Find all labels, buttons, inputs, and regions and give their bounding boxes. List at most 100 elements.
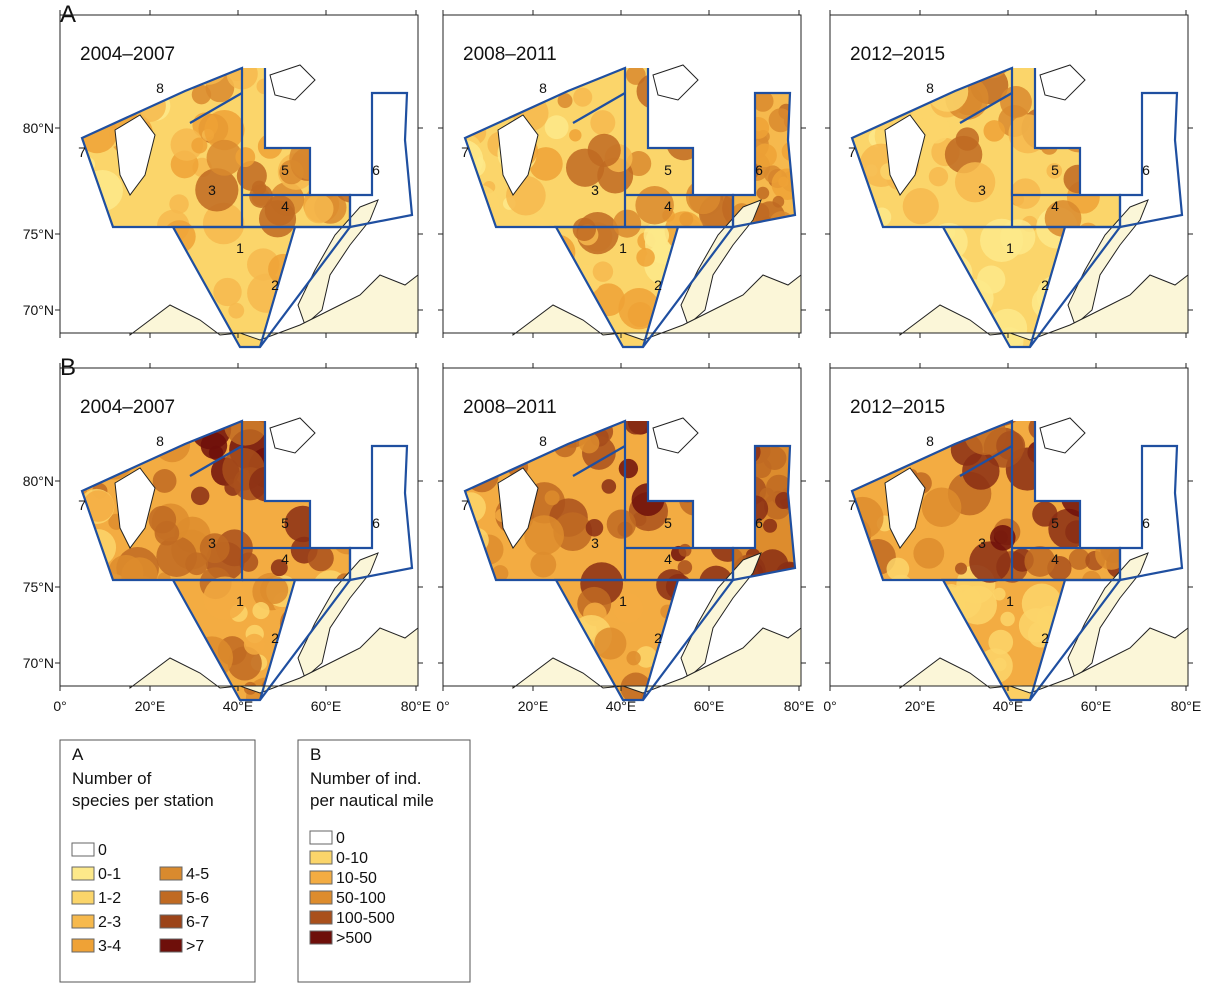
map-title: 2004–2007 xyxy=(80,44,175,65)
heat-layer xyxy=(733,93,795,227)
heat-blob xyxy=(326,486,350,512)
map-frame xyxy=(442,14,802,334)
heat-blob xyxy=(520,215,549,245)
land-islands xyxy=(1039,64,1086,101)
region-number: 2 xyxy=(654,277,662,293)
region-number: 3 xyxy=(208,535,216,551)
heat-blob xyxy=(765,32,785,52)
region-number: 6 xyxy=(1142,515,1150,531)
heat-blob xyxy=(124,629,142,646)
heat-blob xyxy=(864,275,905,316)
heat-blob xyxy=(756,549,789,580)
heat-blob xyxy=(82,214,92,246)
heat-blob xyxy=(852,246,869,291)
heat-blob xyxy=(1131,142,1168,179)
map-panel: 1 2 3 4 5 6 7 8 2004–2007 80°N 75°N 70°N 0° 20°E 40°E 6… xyxy=(23,363,431,714)
region-border xyxy=(959,445,1013,477)
legend-item-label: 6-7 xyxy=(186,914,209,931)
region-number: 6 xyxy=(755,515,763,531)
region-number: 2 xyxy=(654,630,662,646)
heat-blob xyxy=(1149,148,1172,171)
heat-blob xyxy=(821,592,846,617)
heat-blob xyxy=(717,477,733,498)
heat-blob xyxy=(678,543,692,557)
heat-blob xyxy=(852,678,876,700)
heat-blob xyxy=(852,639,874,678)
lon-label: 40°E xyxy=(993,698,1024,714)
heat-blob xyxy=(367,438,407,478)
heat-blob xyxy=(249,466,284,502)
region-border xyxy=(1118,444,1184,582)
heat-blob xyxy=(483,596,496,610)
heat-blob xyxy=(1103,138,1120,156)
region-number: 4 xyxy=(1051,551,1059,567)
heat-blob xyxy=(485,255,514,285)
heat-blob xyxy=(257,134,283,159)
heat-blob xyxy=(852,421,884,458)
heat-blob xyxy=(243,633,265,655)
heat-blob xyxy=(90,450,112,473)
map-frame xyxy=(59,367,419,687)
heat-blob xyxy=(433,90,459,116)
heat-blob xyxy=(768,108,793,133)
heat-blob xyxy=(1018,608,1054,643)
heat-blob xyxy=(284,505,322,543)
legend-item-label: 0-1 xyxy=(98,866,121,883)
region-border xyxy=(1033,421,1082,548)
heat-blob xyxy=(316,150,350,187)
heat-blob xyxy=(626,651,641,666)
heat-blob xyxy=(152,469,177,493)
region-number: 8 xyxy=(926,80,934,96)
heat-blob xyxy=(1065,104,1104,143)
region-number: 2 xyxy=(1041,630,1049,646)
heat-blob xyxy=(733,521,742,532)
heat-blob xyxy=(270,559,288,577)
lon-label: 0° xyxy=(823,698,836,714)
heat-blob xyxy=(747,589,774,616)
heat-blob xyxy=(852,292,870,314)
map-panel: 1 2 3 4 5 6 7 8 2008–2011 xyxy=(433,10,806,349)
heat-blob xyxy=(1001,685,1037,700)
heat-blob xyxy=(910,235,926,252)
heat-blob xyxy=(304,194,334,224)
heat-blob xyxy=(815,325,850,360)
heat-blob xyxy=(992,587,1006,601)
heat-blob xyxy=(1166,56,1196,86)
heat-blob xyxy=(258,200,297,238)
heat-blob xyxy=(144,627,167,650)
region-number: 4 xyxy=(664,551,672,567)
heat-blob xyxy=(852,222,864,236)
region-border xyxy=(348,91,414,229)
region-border xyxy=(1028,226,1067,348)
heat-blob xyxy=(51,430,73,452)
heat-blob xyxy=(951,421,967,433)
heat-blob xyxy=(260,575,289,605)
heat-blob xyxy=(465,458,499,493)
heat-blob xyxy=(395,404,420,429)
legend-title: Number of ind. xyxy=(310,769,422,788)
heat-blob xyxy=(1048,508,1089,550)
legend-swatch xyxy=(309,850,333,865)
heat-blob xyxy=(1068,548,1090,570)
heat-blob xyxy=(857,292,901,336)
heat-blob xyxy=(82,262,97,298)
heat-blob xyxy=(480,589,513,622)
region-border xyxy=(80,66,244,229)
region-border xyxy=(263,68,312,195)
heat-blob xyxy=(289,454,327,493)
heat-blob xyxy=(337,451,350,483)
heat-blob xyxy=(854,252,880,278)
heat-blob xyxy=(142,632,164,654)
heat-blob xyxy=(1040,137,1058,155)
region-border xyxy=(463,66,627,229)
lon-label: 80°E xyxy=(784,698,815,714)
heat-blob xyxy=(199,533,230,564)
heat-blob xyxy=(438,673,460,695)
region-number: 3 xyxy=(978,182,986,198)
heat-blob xyxy=(352,231,392,271)
map-title: 2004–2007 xyxy=(80,397,175,418)
region-border xyxy=(641,579,680,701)
heat-blob xyxy=(993,657,1007,672)
land-islands xyxy=(269,64,316,101)
